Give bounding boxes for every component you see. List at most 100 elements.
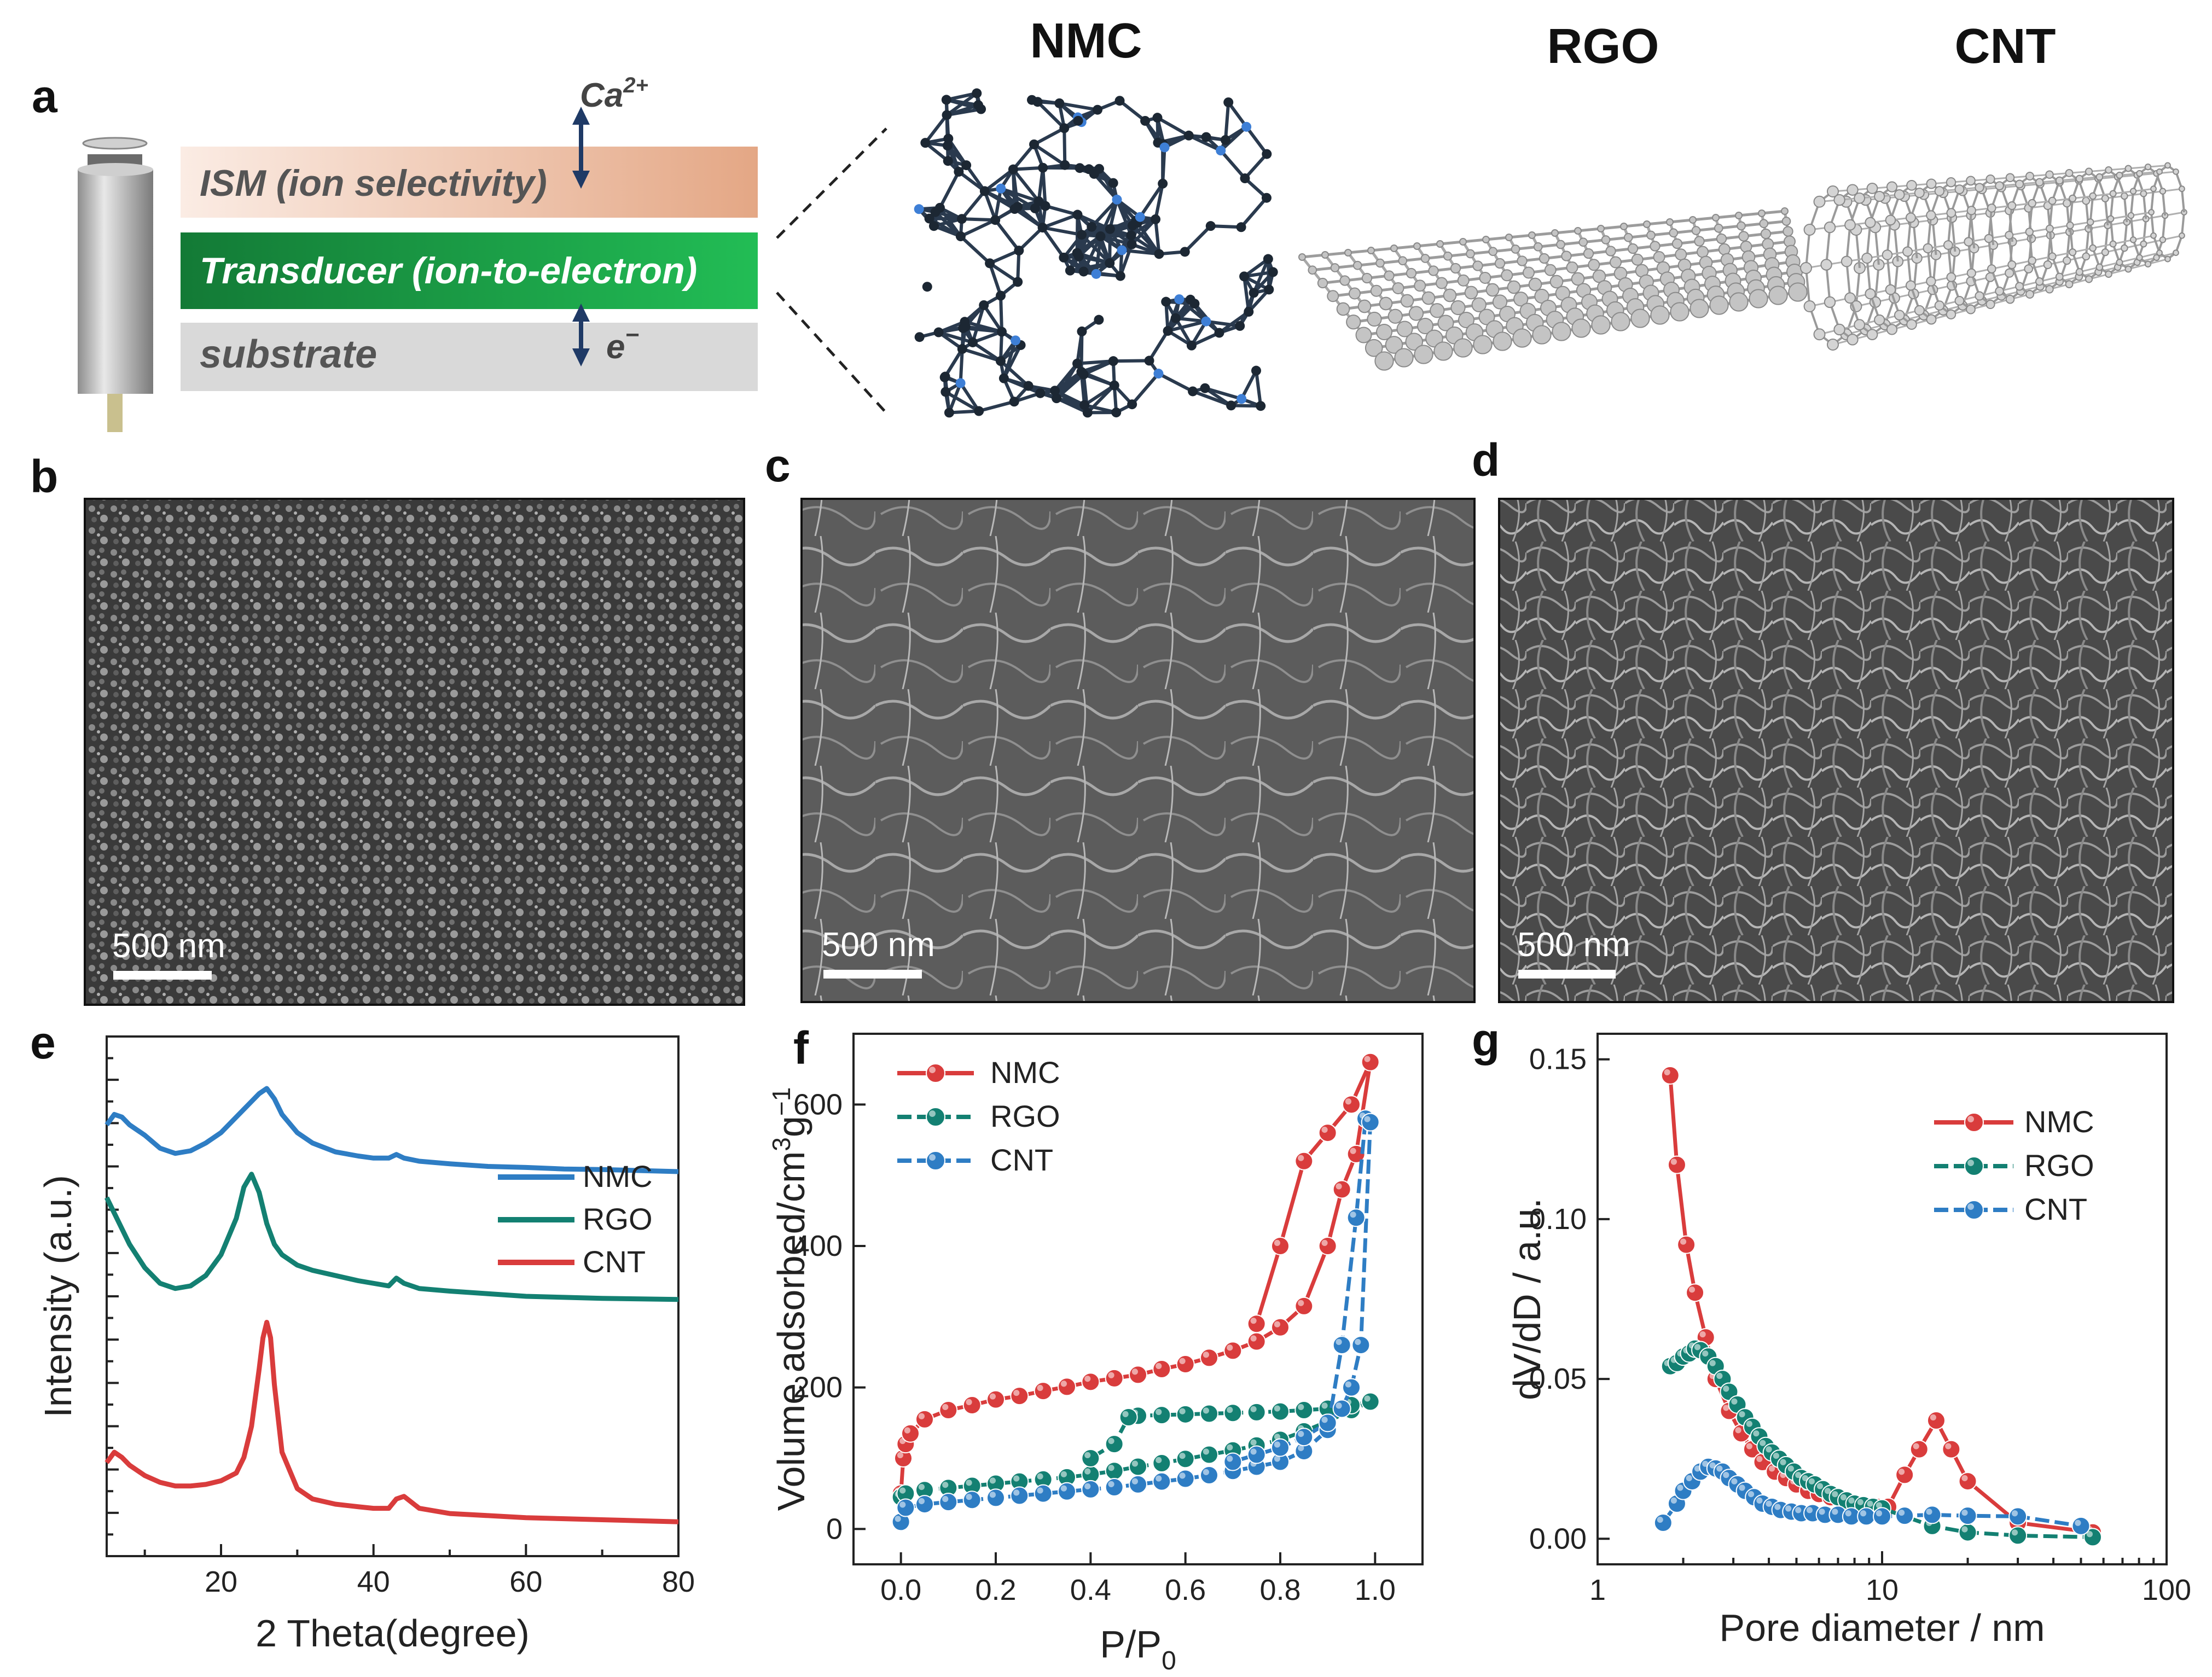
data-point-nmc-highlight — [1680, 1238, 1687, 1245]
data-point-cnt — [1176, 1469, 1195, 1488]
data-point-cnt-highlight — [1274, 1455, 1280, 1462]
data-point-cnt — [1332, 1336, 1351, 1355]
data-point-nmc — [939, 1401, 958, 1420]
data-point-nmc — [1361, 1052, 1380, 1072]
data-point-cnt-highlight — [1084, 1483, 1091, 1489]
y-axis-title-e: Intensity (a.u.) — [37, 1175, 79, 1418]
panel-label-f: f — [793, 1022, 809, 1074]
data-point-nmc-highlight — [1746, 1443, 1752, 1449]
legend-marker-cnt — [926, 1151, 945, 1171]
data-point-cnt — [1351, 1336, 1371, 1355]
y-tick-label-g: 0.10 — [1529, 1203, 1587, 1236]
data-point-cnt — [2071, 1516, 2091, 1535]
data-point-nmc-highlight — [1768, 1465, 1775, 1472]
panel-b: b 500 nm — [30, 451, 745, 1006]
panel-d: d 500 nm — [1472, 434, 2174, 1003]
data-point-nmc — [1909, 1440, 1929, 1459]
x-tick-label-e: 40 — [357, 1565, 390, 1598]
data-point-cnt-highlight — [1766, 1500, 1772, 1507]
data-point-cnt-highlight — [895, 1516, 901, 1522]
data-point-rgo-highlight — [1108, 1437, 1114, 1445]
x-tick-label-f: 0.8 — [1259, 1574, 1301, 1606]
data-point-nmc-highlight — [1274, 1239, 1280, 1246]
data-point-cnt — [1294, 1428, 1314, 1447]
data-point-rgo-highlight — [1250, 1439, 1257, 1446]
data-point-nmc-highlight — [989, 1393, 996, 1400]
data-point-cnt-highlight — [1845, 1510, 1851, 1517]
data-point-nmc — [1271, 1318, 1290, 1337]
x-axis-title-g: Pore diameter / nm — [1719, 1606, 2045, 1649]
legend-label-rgo: RGO — [2024, 1148, 2094, 1183]
data-point-cnt-highlight — [1832, 1509, 1838, 1515]
data-point-cnt — [1223, 1452, 1243, 1471]
data-point-rgo-highlight — [1131, 1460, 1138, 1467]
data-point-rgo-highlight — [1274, 1434, 1280, 1440]
data-point-cnt-highlight — [1298, 1431, 1304, 1437]
series-line-rgo — [104, 1172, 679, 1302]
y-tick-label-f: 600 — [793, 1088, 843, 1121]
data-point-cnt — [1342, 1378, 1361, 1397]
data-point-nmc — [1200, 1348, 1218, 1367]
series-line-cnt — [104, 1320, 679, 1524]
x-axis-title-e: 2 Theta(degree) — [256, 1612, 530, 1655]
legend-label-cnt: CNT — [583, 1244, 646, 1279]
data-point-cnt-highlight — [942, 1495, 949, 1503]
data-point-cnt-highlight — [1747, 1491, 1755, 1498]
data-point-rgo-highlight — [1122, 1411, 1129, 1417]
legend-marker-nmc-highlight — [929, 1067, 936, 1074]
data-point-nmc-highlight — [1131, 1369, 1138, 1375]
legend-label-rgo: RGO — [990, 1099, 1060, 1133]
transducer-layer — [181, 232, 758, 309]
data-point-rgo — [1176, 1449, 1195, 1469]
data-point-cnt — [1895, 1506, 1914, 1525]
data-point-cnt-highlight — [1670, 1497, 1677, 1504]
data-point-nmc — [1176, 1354, 1195, 1373]
y-axis-title-f: Volume adsorbed/cm3g−1 — [767, 1087, 812, 1511]
data-point-nmc-highlight — [1688, 1286, 1696, 1293]
data-point-cnt-highlight — [1795, 1507, 1802, 1513]
data-point-cnt — [1958, 1506, 1977, 1525]
data-point-cnt-highlight — [1716, 1465, 1723, 1472]
data-point-rgo-highlight — [1848, 1497, 1855, 1504]
data-point-rgo-highlight — [1037, 1473, 1043, 1480]
data-point-cnt-highlight — [1336, 1402, 1342, 1409]
data-point-rgo-highlight — [918, 1484, 925, 1490]
data-point-nmc — [1318, 1123, 1337, 1143]
x-tick-label-f: 0.4 — [1070, 1574, 1111, 1606]
data-point-cnt-highlight — [1179, 1472, 1186, 1479]
scale-bar-c — [823, 970, 922, 979]
data-point-cnt — [1129, 1475, 1147, 1494]
data-point-nmc-highlight — [1108, 1372, 1114, 1378]
data-point-rgo-highlight — [1867, 1500, 1873, 1507]
panel-label-a: a — [32, 71, 58, 122]
data-point-nmc-highlight — [1250, 1335, 1257, 1342]
data-point-rgo-highlight — [1060, 1471, 1067, 1477]
data-point-cnt — [1105, 1478, 1124, 1497]
data-point-cnt-highlight — [1298, 1445, 1304, 1452]
data-point-cnt — [1318, 1413, 1337, 1433]
data-point-cnt — [1923, 1505, 1942, 1524]
data-point-nmc-highlight — [1227, 1344, 1233, 1351]
data-point-cnt — [962, 1490, 982, 1510]
data-point-rgo-highlight — [1013, 1475, 1020, 1482]
transducer-layer-label: Transducer (ion-to-electron) — [200, 250, 697, 292]
ism-layer — [181, 147, 758, 218]
data-point-rgo — [1119, 1407, 1138, 1426]
data-point-cnt — [1271, 1438, 1290, 1457]
data-point-nmc-highlight — [1274, 1321, 1280, 1327]
data-point-nmc-highlight — [1345, 1098, 1351, 1105]
data-point-cnt-highlight — [1060, 1485, 1067, 1492]
data-point-nmc — [1895, 1465, 1914, 1484]
data-point-rgo-highlight — [1824, 1488, 1831, 1494]
data-point-cnt-highlight — [1657, 1516, 1663, 1523]
legend-label-cnt: CNT — [2024, 1192, 2087, 1226]
scale-bar-d — [1518, 970, 1616, 979]
data-point-rgo-highlight — [1816, 1483, 1824, 1489]
data-point-rgo-highlight — [1108, 1465, 1114, 1471]
x-tick-label-e: 20 — [205, 1565, 237, 1598]
data-point-nmc-highlight — [1670, 1158, 1677, 1165]
data-point-rgo-highlight — [1760, 1440, 1766, 1446]
legend-marker-nmc — [926, 1063, 945, 1083]
data-point-cnt — [1332, 1399, 1351, 1418]
legend-marker-rgo-highlight — [929, 1110, 936, 1117]
